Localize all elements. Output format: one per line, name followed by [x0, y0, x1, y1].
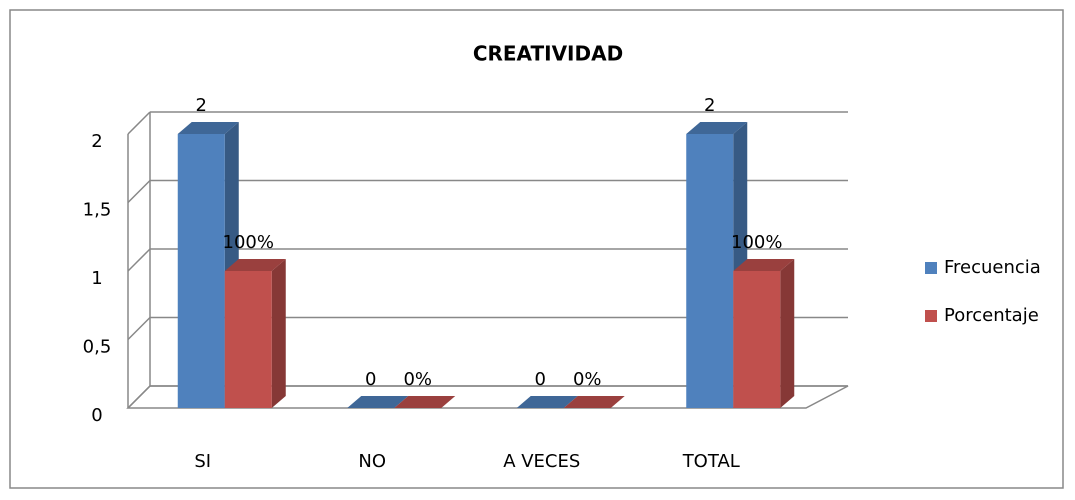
- grid-line-side: [127, 316, 151, 341]
- bar: [686, 134, 734, 408]
- grid-line-side: [127, 179, 151, 204]
- bar-top: [563, 396, 625, 408]
- bar: [177, 134, 225, 408]
- bar: [224, 271, 272, 408]
- data-label: 0%: [573, 369, 602, 390]
- x-tick-label: SI: [194, 451, 211, 472]
- y-tick-label: 2: [91, 131, 102, 152]
- legend-swatch: [925, 310, 937, 322]
- grid-line-side: [127, 248, 151, 272]
- y-tick-label: 0,5: [83, 337, 112, 358]
- bar-top: [733, 259, 795, 271]
- legend-swatch: [925, 262, 937, 274]
- bar-top: [177, 122, 239, 134]
- chart-title: CREATIVIDAD: [473, 42, 623, 66]
- bar-top: [516, 396, 578, 408]
- bar-top: [224, 259, 286, 271]
- data-label: 2: [704, 95, 715, 116]
- bar-side: [271, 259, 286, 408]
- data-label: 0: [535, 369, 546, 390]
- legend-label: Frecuencia: [944, 257, 1041, 278]
- data-label: 0: [365, 369, 376, 390]
- bar-top: [686, 122, 748, 134]
- bar-side: [780, 259, 795, 408]
- grid-line-side: [127, 111, 151, 135]
- data-label: 100%: [223, 232, 274, 253]
- bar-top: [394, 396, 456, 408]
- x-tick-label: NO: [358, 451, 386, 472]
- legend-label: Porcentaje: [944, 305, 1039, 326]
- y-tick-label: 0: [91, 405, 102, 426]
- x-tick-label: A VECES: [503, 451, 580, 472]
- bar-top: [347, 396, 409, 408]
- data-label: 2: [196, 95, 207, 116]
- x-tick-label: TOTAL: [682, 451, 740, 472]
- y-tick-label: 1,5: [83, 200, 112, 221]
- bar: [733, 271, 781, 408]
- y-tick-label: 1: [91, 268, 102, 289]
- grid-line-side: [127, 385, 151, 409]
- data-label: 0%: [403, 369, 432, 390]
- data-label: 100%: [731, 232, 782, 253]
